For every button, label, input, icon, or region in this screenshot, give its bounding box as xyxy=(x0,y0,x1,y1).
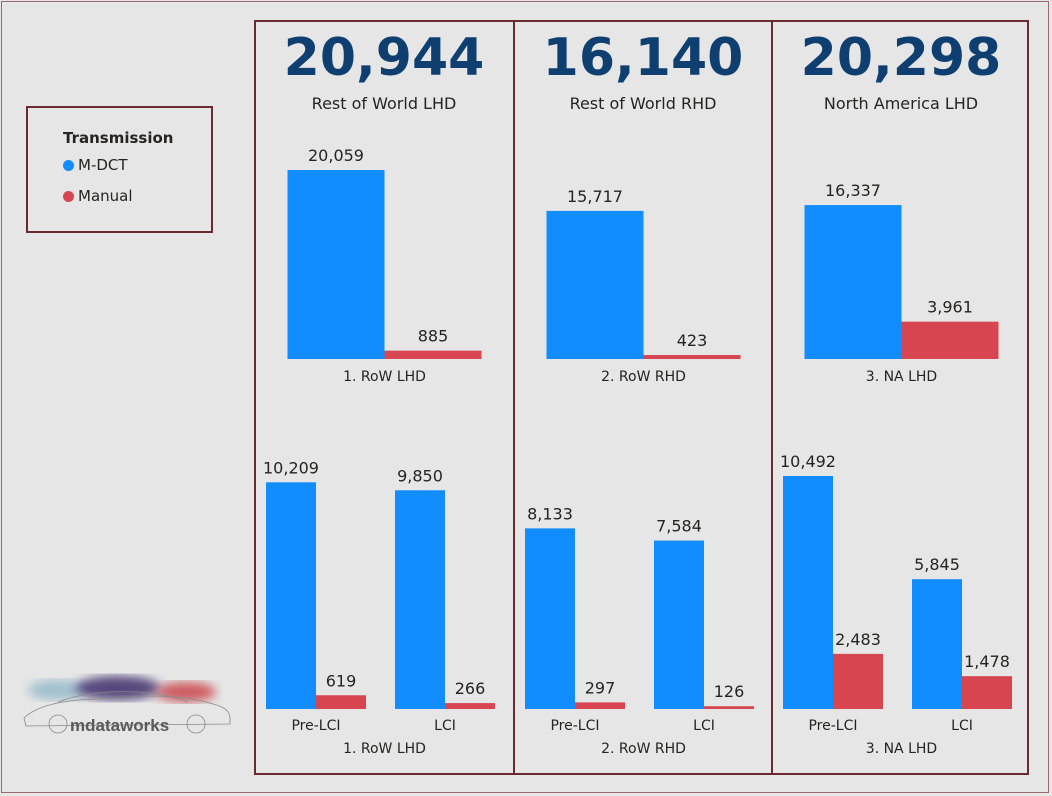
legend-dot-mdct-icon xyxy=(63,160,74,171)
axis-label: 2. RoW RHD xyxy=(601,741,686,757)
bar-manual[interactable] xyxy=(316,695,366,709)
axis-label: 1. RoW LHD xyxy=(343,369,426,385)
mdataworks-logo-icon xyxy=(23,676,231,734)
data-label: 10,209 xyxy=(263,458,319,477)
category-tick-label: Pre-LCI xyxy=(808,718,857,734)
bar-m-dct[interactable] xyxy=(525,528,575,709)
legend: Transmission M-DCT Manual xyxy=(26,106,213,233)
data-label: 15,717 xyxy=(567,187,623,206)
legend-title: Transmission xyxy=(63,129,174,147)
bar-manual[interactable] xyxy=(901,321,999,359)
legend-dot-manual-icon xyxy=(63,191,74,202)
data-label: 126 xyxy=(714,682,745,701)
legend-item-mdct[interactable]: M-DCT xyxy=(63,156,128,174)
data-label: 9,850 xyxy=(397,466,443,485)
category-tick-label: LCI xyxy=(693,718,715,734)
bar-m-dct[interactable] xyxy=(783,476,833,709)
panel-divider xyxy=(513,20,515,775)
data-label: 16,337 xyxy=(825,181,881,200)
data-label: 423 xyxy=(677,331,708,350)
bar-m-dct[interactable] xyxy=(266,482,316,709)
bar-m-dct[interactable] xyxy=(804,205,902,359)
category-tick-label: Pre-LCI xyxy=(550,718,599,734)
data-label: 619 xyxy=(326,671,357,690)
data-label: 7,584 xyxy=(656,517,702,536)
bar-manual[interactable] xyxy=(575,702,625,709)
axis-label: 3. NA LHD xyxy=(866,741,937,757)
kpi-label-row-rhd: Rest of World RHD xyxy=(569,94,717,113)
category-tick-label: LCI xyxy=(434,718,456,734)
kpi-label-na-lhd: North America LHD xyxy=(823,94,979,113)
bar-manual[interactable] xyxy=(384,350,482,359)
kpi-value-row-lhd: 20,944 xyxy=(283,28,485,88)
bar-manual[interactable] xyxy=(445,703,495,709)
legend-label-mdct: M-DCT xyxy=(78,156,128,174)
data-label: 8,133 xyxy=(527,504,573,523)
legend-item-manual[interactable]: Manual xyxy=(63,187,133,205)
bar-m-dct[interactable] xyxy=(546,210,644,359)
data-label: 20,059 xyxy=(308,146,364,165)
kpi-label-row-lhd: Rest of World LHD xyxy=(311,94,457,113)
data-label: 10,492 xyxy=(780,452,836,471)
kpi-value-na-lhd: 20,298 xyxy=(800,28,1002,88)
axis-label: 2. RoW RHD xyxy=(601,369,686,385)
data-label: 266 xyxy=(455,679,486,698)
bar-manual[interactable] xyxy=(962,676,1012,709)
panel-divider xyxy=(771,20,773,775)
legend-label-manual: Manual xyxy=(78,187,133,205)
data-label: 885 xyxy=(418,327,449,346)
data-label: 3,961 xyxy=(927,298,973,317)
data-label: 5,845 xyxy=(914,555,960,574)
panels-frame xyxy=(254,20,1029,775)
axis-label: 3. NA LHD xyxy=(866,369,937,385)
logo-text: mdataworks xyxy=(70,716,170,735)
kpi-value-row-rhd: 16,140 xyxy=(542,28,744,88)
data-label: 297 xyxy=(585,678,616,697)
bar-manual[interactable] xyxy=(833,653,883,709)
bar-m-dct[interactable] xyxy=(287,170,385,359)
axis-label: 1. RoW LHD xyxy=(343,741,426,757)
bar-m-dct[interactable] xyxy=(395,490,445,709)
bar-m-dct[interactable] xyxy=(912,579,962,709)
bar-manual[interactable] xyxy=(643,355,741,359)
bar-manual[interactable] xyxy=(704,706,754,709)
data-label: 1,478 xyxy=(964,652,1010,671)
category-tick-label: LCI xyxy=(951,718,973,734)
category-tick-label: Pre-LCI xyxy=(291,718,340,734)
bar-m-dct[interactable] xyxy=(654,540,704,709)
data-label: 2,483 xyxy=(835,630,881,649)
